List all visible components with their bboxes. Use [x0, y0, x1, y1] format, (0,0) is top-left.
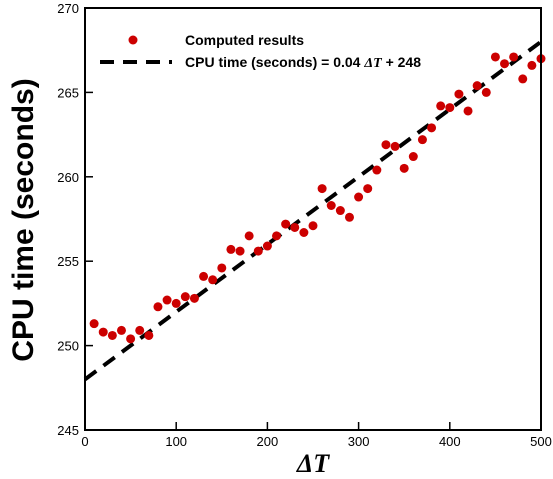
data-point	[107, 330, 117, 340]
y-axis-title: CPU time (seconds)	[7, 78, 40, 361]
data-point	[436, 101, 446, 111]
data-point	[490, 52, 500, 62]
data-point	[500, 59, 510, 69]
data-point	[244, 231, 254, 241]
data-point	[235, 246, 245, 256]
x-tick-label: 200	[257, 434, 279, 449]
data-point	[162, 295, 172, 305]
data-point	[199, 271, 209, 281]
data-point	[427, 123, 437, 133]
x-tick-label: 500	[530, 434, 552, 449]
data-point	[171, 298, 181, 308]
legend-label-computed: Computed results	[185, 32, 304, 48]
legend-fit-suffix: + 248	[382, 54, 422, 70]
data-point	[390, 141, 400, 151]
x-tick-label: 300	[348, 434, 370, 449]
data-point	[354, 192, 364, 202]
data-point	[363, 184, 373, 194]
data-point	[98, 327, 108, 337]
data-point	[299, 228, 309, 238]
data-point	[116, 325, 126, 335]
plot-frame	[84, 7, 542, 431]
data-point	[399, 163, 409, 173]
data-point	[481, 87, 491, 97]
legend-marker-computed	[128, 35, 138, 45]
data-point	[372, 165, 382, 175]
y-tick-label: 260	[57, 170, 79, 185]
y-tick-label: 265	[57, 85, 79, 100]
data-point	[344, 212, 354, 222]
x-tick-label: 400	[439, 434, 461, 449]
data-point	[326, 200, 336, 210]
data-point	[189, 293, 199, 303]
data-point	[126, 334, 136, 344]
data-point	[317, 184, 327, 194]
data-point	[253, 246, 263, 256]
y-tick-label: 250	[57, 339, 79, 354]
x-axis-title: ΔT	[296, 449, 330, 478]
axis-ticks	[84, 7, 542, 431]
data-point	[89, 319, 99, 329]
data-point	[281, 219, 291, 229]
data-point	[272, 231, 282, 241]
legend-label-fit: CPU time (seconds) = 0.04 ΔT + 248	[185, 54, 421, 71]
fit-line	[83, 40, 543, 381]
data-point	[217, 263, 227, 273]
data-point	[335, 206, 345, 216]
data-point	[226, 244, 236, 254]
data-point	[381, 140, 391, 150]
data-point	[445, 103, 455, 113]
data-point	[417, 135, 427, 145]
data-point	[180, 292, 190, 302]
legend-fit-variable: ΔT	[363, 56, 383, 71]
data-points	[89, 52, 546, 344]
data-point	[472, 81, 482, 91]
data-point	[262, 241, 272, 251]
data-point	[509, 52, 519, 62]
data-point	[135, 325, 145, 335]
data-point	[308, 221, 318, 231]
data-point	[454, 89, 464, 99]
y-tick-label: 255	[57, 254, 79, 269]
tick-labels: 0 100 200 300 400 500 245 250 255 260 265 270	[57, 1, 552, 449]
data-point	[208, 275, 218, 285]
x-tick-label: 0	[81, 434, 88, 449]
legend-fit-prefix: CPU time (seconds) = 0.04	[185, 54, 364, 70]
x-tick-label: 100	[165, 434, 187, 449]
legend: Computed results CPU time (seconds) = 0.…	[100, 32, 421, 71]
data-point	[527, 60, 537, 70]
y-tick-label: 270	[57, 1, 79, 16]
data-point	[290, 222, 300, 232]
data-point	[518, 74, 528, 84]
data-point	[408, 152, 418, 162]
y-tick-label: 245	[57, 423, 79, 438]
data-point	[463, 106, 473, 116]
data-point	[144, 330, 154, 340]
data-point	[153, 302, 163, 312]
